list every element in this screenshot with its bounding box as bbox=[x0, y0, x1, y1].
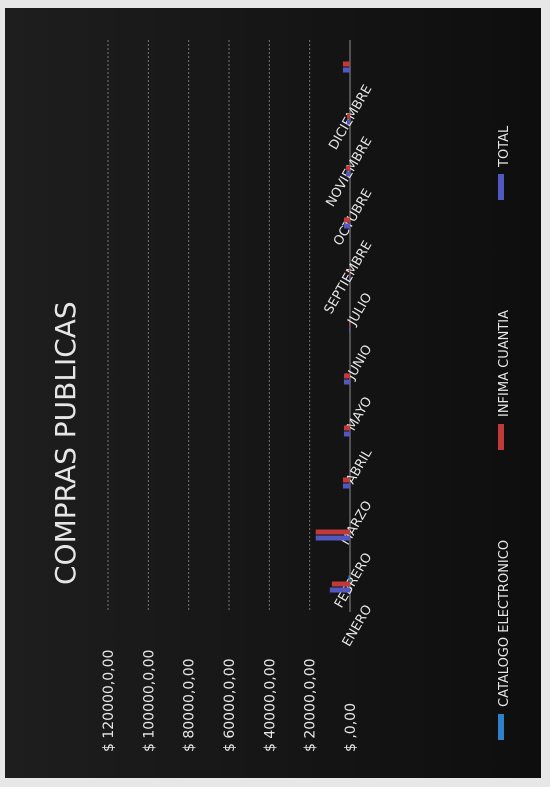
y-tick-label: $ 60000,0,00 bbox=[222, 658, 238, 752]
bar bbox=[329, 587, 350, 593]
bar bbox=[331, 581, 350, 587]
y-tick-label: $ 80000,0,00 bbox=[182, 658, 198, 752]
bar bbox=[343, 425, 350, 431]
chart-background bbox=[5, 8, 541, 778]
legend-label: INFIMA CUANTIA bbox=[497, 310, 512, 417]
bar bbox=[348, 575, 350, 581]
bar bbox=[342, 477, 350, 483]
y-tick-label: $ ,0,00 bbox=[343, 703, 359, 752]
bar bbox=[315, 529, 350, 535]
bar bbox=[342, 61, 350, 67]
legend-swatch bbox=[498, 714, 504, 740]
bar bbox=[343, 223, 350, 229]
bar bbox=[343, 217, 350, 223]
bar bbox=[345, 165, 350, 171]
chart-title: COMPRAS PUBLICAS bbox=[49, 301, 82, 585]
legend-label: TOTAL bbox=[497, 125, 512, 168]
bar bbox=[348, 327, 350, 333]
bar bbox=[348, 269, 350, 275]
legend-label: CATALOGO ELECTRONICO bbox=[497, 540, 512, 707]
bar bbox=[343, 431, 350, 437]
bar bbox=[348, 275, 350, 281]
bar bbox=[346, 119, 350, 125]
legend-swatch bbox=[498, 174, 504, 200]
y-tick-label: $ 40000,0,00 bbox=[262, 658, 278, 752]
legend-swatch bbox=[498, 424, 504, 450]
bar bbox=[345, 171, 350, 177]
bar bbox=[343, 373, 350, 379]
bar bbox=[343, 379, 350, 385]
bar bbox=[342, 483, 350, 489]
bar bbox=[342, 67, 350, 73]
y-tick-label: $ 120000,0,00 bbox=[101, 650, 117, 752]
bar bbox=[348, 321, 350, 327]
y-tick-label: $ 20000,0,00 bbox=[303, 658, 319, 752]
bar bbox=[315, 535, 350, 541]
y-tick-label: $ 100000,0,00 bbox=[141, 650, 157, 752]
bar bbox=[346, 113, 350, 119]
